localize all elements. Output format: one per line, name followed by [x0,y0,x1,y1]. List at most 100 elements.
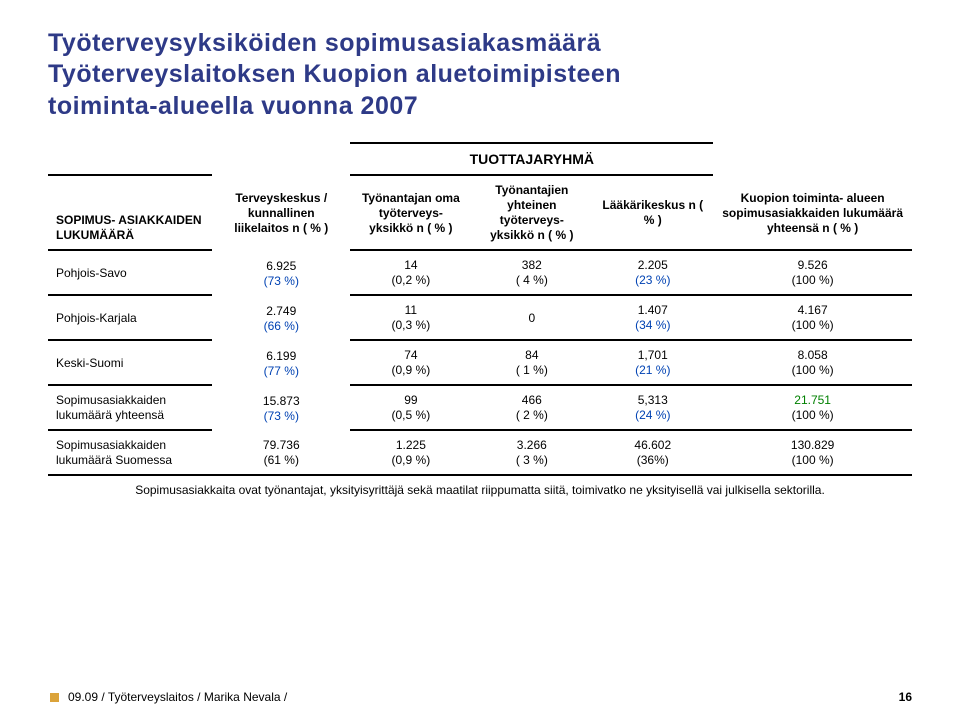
cell-pct: (100 %) [721,318,904,333]
row-label: Pohjois-Savo [48,252,212,295]
footer-bullet-icon [50,693,59,702]
cell-value: 2.205 [600,258,705,273]
table-row: Pohjois-Savo6.925(73 %)14(0,2 %)382( 4 %… [48,252,912,295]
cell-value: 382 [479,258,584,273]
cell: 8.058(100 %) [713,342,912,385]
cell-value: 0 [479,311,584,326]
cell-value: 130.829 [721,438,904,453]
table-row: Pohjois-Karjala2.749(66 %)11(0,3 %)01.40… [48,297,912,340]
cell-pct: (0,9 %) [358,363,463,378]
cell-pct: (36%) [600,453,705,468]
column-headers: SOPIMUS- ASIAKKAIDEN LUKUMÄÄRÄ Terveyske… [48,177,912,250]
cell: 74(0,9 %) [350,342,471,385]
cell-pct: (73 %) [220,409,342,424]
row-label: Sopimusasiakkaiden lukumäärä yhteensä [48,387,212,430]
footer-text: 09.09 / Työterveyslaitos / Marika Nevala… [68,690,287,704]
cell-pct: (0,5 %) [358,408,463,423]
cell-pct: (66 %) [220,319,342,334]
cell-pct: (0,2 %) [358,273,463,288]
cell-value: 9.526 [721,258,904,273]
cell: 99(0,5 %) [350,387,471,430]
cell-value: 84 [479,348,584,363]
cell-pct: (73 %) [220,274,342,289]
col5-header: Kuopion toiminta- alueen sopimusasiakkai… [713,177,912,250]
cell-value: 3.266 [479,438,584,453]
cell-value: 466 [479,393,584,408]
cell-value: 14 [358,258,463,273]
cell-value: 15.873 [220,394,342,409]
cell: 130.829(100 %) [713,432,912,475]
cell-pct: ( 3 %) [479,453,584,468]
cell: 3.266( 3 %) [471,432,592,475]
cell-pct: (100 %) [721,273,904,288]
cell: 15.873(73 %) [212,387,350,430]
cell-pct: ( 4 %) [479,273,584,288]
cell-pct: ( 2 %) [479,408,584,423]
cell: 1.225(0,9 %) [350,432,471,475]
slide: Työterveysyksiköiden sopimusasiakasmäärä… [0,0,960,716]
cell: 4.167(100 %) [713,297,912,340]
cell-value: 8.058 [721,348,904,363]
cell-pct: (23 %) [600,273,705,288]
cell-pct: (34 %) [600,318,705,333]
cell: 11(0,3 %) [350,297,471,340]
cell-value: 6.199 [220,349,342,364]
table-row: Keski-Suomi6.199(77 %)74(0,9 %)84( 1 %)1… [48,342,912,385]
cell-pct: (24 %) [600,408,705,423]
row-label: Keski-Suomi [48,342,212,385]
cell-pct: (61 %) [220,453,342,468]
col2-header: Työnantajan oma työterveys- yksikkö n ( … [350,177,471,250]
col3-header: Työnantajien yhteinen työterveys- yksikk… [471,177,592,250]
title-line-1: Työterveysyksiköiden sopimusasiakasmäärä [48,29,601,57]
data-table: TUOTTAJARYHMÄ SOPIMUS- ASIAKKAIDEN LUKUM… [48,142,912,505]
cell-value: 4.167 [721,303,904,318]
cell-value: 21.751 [721,393,904,408]
group-header-row: TUOTTAJARYHMÄ [48,145,912,176]
row-label: Pohjois-Karjala [48,297,212,340]
cell-pct: (0,9 %) [358,453,463,468]
cell: 1.407(34 %) [592,297,713,340]
cell-pct: ( 1 %) [479,363,584,378]
cell-value: 6.925 [220,259,342,274]
title-line-2: Työterveyslaitoksen Kuopion aluetoimipis… [48,60,621,88]
cell-value: 74 [358,348,463,363]
cell: 46.602(36%) [592,432,713,475]
col1-header: Terveyskeskus / kunnallinen liikelaitos … [212,177,350,250]
cell-value: 11 [358,303,463,318]
cell: 466( 2 %) [471,387,592,430]
cell: 6.199(77 %) [212,342,350,385]
footnote: Sopimusasiakkaita ovat työnantajat, yksi… [48,477,912,504]
footnote-row: Sopimusasiakkaita ovat työnantajat, yksi… [48,477,912,504]
cell: 2.205(23 %) [592,252,713,295]
page-number: 16 [899,690,912,704]
cell-value: 1.225 [358,438,463,453]
cell-pct: (100 %) [721,363,904,378]
cell-pct: (100 %) [721,408,904,423]
cell-value: 1.407 [600,303,705,318]
cell-value: 79.736 [220,438,342,453]
cell: 6.925(73 %) [212,252,350,295]
cell: 382( 4 %) [471,252,592,295]
cell-value: 99 [358,393,463,408]
cell: 0 [471,297,592,340]
cell-value: 2.749 [220,304,342,319]
cell: 84( 1 %) [471,342,592,385]
col4-header: Lääkärikeskus n ( % ) [592,177,713,250]
cell: 21.751(100 %) [713,387,912,430]
cell-pct: (21 %) [600,363,705,378]
slide-title: Työterveysyksiköiden sopimusasiakasmäärä… [48,28,912,122]
cell-pct: (77 %) [220,364,342,379]
cell: 9.526(100 %) [713,252,912,295]
cell-pct: (100 %) [721,453,904,468]
cell-value: 46.602 [600,438,705,453]
cell: 2.749(66 %) [212,297,350,340]
cell-value: 1,701 [600,348,705,363]
table-row: Sopimusasiakkaiden lukumäärä yhteensä15.… [48,387,912,430]
table-row: Sopimusasiakkaiden lukumäärä Suomessa 79.… [48,432,912,475]
row-label: Sopimusasiakkaiden lukumäärä Suomessa [48,432,212,475]
cell: 1,701(21 %) [592,342,713,385]
group-header: TUOTTAJARYHMÄ [350,145,713,176]
cell: 14(0,2 %) [350,252,471,295]
title-line-3: toiminta-alueella vuonna 2007 [48,92,418,120]
col0-header: SOPIMUS- ASIAKKAIDEN LUKUMÄÄRÄ [48,177,212,250]
